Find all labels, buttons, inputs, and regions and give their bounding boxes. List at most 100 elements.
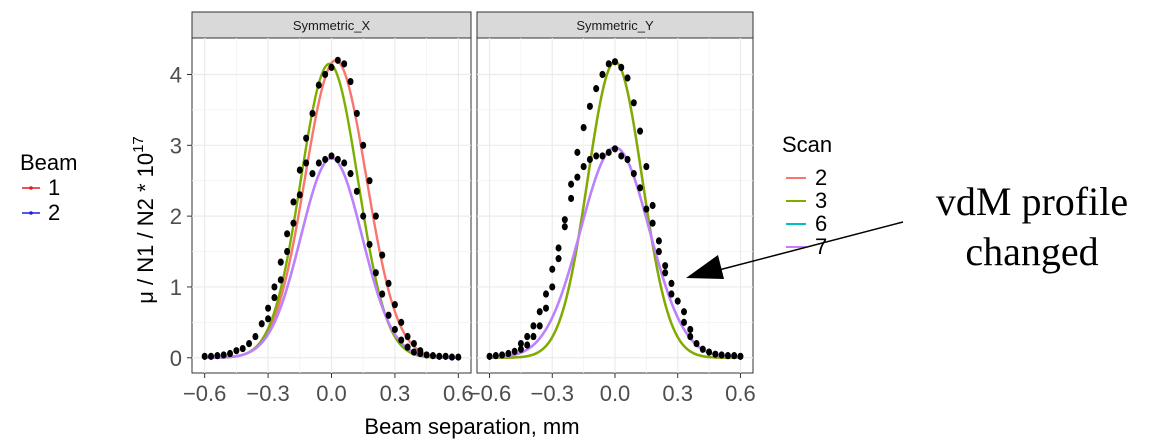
data-point bbox=[315, 159, 322, 167]
x-tick-label: −0.6 bbox=[183, 381, 226, 406]
data-point bbox=[353, 109, 360, 118]
data-point bbox=[372, 212, 379, 220]
data-point bbox=[258, 320, 265, 328]
data-point bbox=[347, 77, 354, 86]
data-point bbox=[561, 223, 568, 231]
x-tick-label: 0.3 bbox=[662, 381, 693, 406]
beam-legend: Beam 12 bbox=[20, 150, 77, 225]
data-point bbox=[561, 216, 568, 224]
data-point bbox=[630, 99, 637, 107]
data-point bbox=[687, 325, 694, 334]
data-point bbox=[208, 352, 215, 360]
data-point bbox=[649, 201, 656, 210]
x-tick-label: 0.0 bbox=[600, 381, 631, 406]
x-tick-label: 0.0 bbox=[316, 381, 347, 406]
data-point bbox=[379, 290, 386, 298]
data-point bbox=[643, 162, 650, 171]
data-point bbox=[593, 152, 600, 160]
data-point bbox=[296, 191, 303, 199]
beam-legend-key-point bbox=[29, 186, 33, 190]
data-point bbox=[429, 352, 436, 360]
data-point bbox=[290, 198, 297, 206]
y-axis-title-main: μ / N1 / N2 * 10 bbox=[133, 153, 158, 304]
panel-symmetric-x-title: Symmetric_X bbox=[293, 18, 371, 33]
data-point bbox=[712, 350, 719, 358]
data-point bbox=[360, 212, 367, 220]
data-point bbox=[277, 276, 284, 284]
data-point bbox=[699, 345, 706, 353]
data-point bbox=[618, 152, 625, 160]
data-point bbox=[385, 311, 392, 319]
data-point bbox=[391, 325, 398, 334]
data-point bbox=[309, 170, 316, 178]
data-point bbox=[605, 60, 612, 68]
data-point bbox=[334, 56, 341, 64]
annotation-line-2: changed bbox=[965, 229, 1098, 274]
data-point bbox=[404, 332, 411, 341]
data-point bbox=[624, 74, 631, 82]
data-point bbox=[662, 269, 669, 277]
data-point bbox=[398, 336, 405, 344]
data-point bbox=[328, 152, 335, 160]
data-point bbox=[341, 60, 348, 68]
data-point bbox=[322, 70, 329, 79]
data-point bbox=[379, 251, 386, 259]
annotation-arrow-line bbox=[714, 221, 904, 272]
data-point bbox=[706, 348, 713, 356]
beam-legend-title: Beam bbox=[20, 150, 77, 175]
data-point bbox=[303, 159, 310, 167]
panel-symmetric-y-strip bbox=[476, 11, 754, 39]
x-tick-label: 0.6 bbox=[725, 381, 756, 406]
data-point bbox=[524, 341, 531, 349]
data-point bbox=[724, 352, 731, 360]
data-point bbox=[328, 63, 335, 71]
data-point bbox=[530, 332, 537, 341]
data-point bbox=[687, 332, 694, 341]
data-point bbox=[662, 262, 669, 270]
data-point bbox=[618, 63, 625, 71]
data-point bbox=[423, 351, 430, 359]
data-point bbox=[630, 170, 637, 178]
data-point bbox=[360, 141, 367, 149]
data-point bbox=[290, 219, 297, 227]
data-point bbox=[239, 344, 246, 353]
data-point bbox=[586, 102, 593, 110]
data-point bbox=[731, 352, 738, 360]
data-point bbox=[568, 180, 575, 188]
x-tick-label: 0.3 bbox=[380, 381, 411, 406]
data-point bbox=[655, 237, 662, 245]
panel-symmetric-y-title: Symmetric_Y bbox=[576, 18, 654, 33]
data-point bbox=[492, 352, 499, 360]
x-tick-label: −0.3 bbox=[246, 381, 289, 406]
data-point bbox=[624, 155, 631, 164]
y-tick-label: 1 bbox=[170, 275, 182, 300]
data-point bbox=[372, 269, 379, 277]
data-point bbox=[681, 318, 687, 326]
data-point bbox=[524, 332, 531, 341]
panel-symmetric-y: Symmetric_Y bbox=[476, 11, 754, 374]
data-point bbox=[530, 322, 537, 330]
x-tick-label: 0.6 bbox=[443, 381, 474, 406]
data-point bbox=[271, 293, 278, 302]
data-point bbox=[252, 332, 259, 341]
data-point bbox=[517, 345, 524, 353]
data-point bbox=[417, 347, 424, 355]
data-point bbox=[593, 85, 600, 93]
data-point bbox=[574, 148, 581, 156]
data-point bbox=[385, 279, 392, 288]
data-point bbox=[681, 308, 687, 316]
data-point bbox=[674, 297, 681, 305]
data-point bbox=[637, 184, 644, 192]
annotation: vdM profile changed bbox=[686, 179, 1128, 279]
y-axis-title: μ / N1 / N2 * 1017 bbox=[130, 136, 158, 304]
data-point bbox=[284, 230, 291, 238]
data-point bbox=[693, 340, 700, 348]
data-point bbox=[391, 301, 398, 309]
data-point bbox=[612, 145, 618, 153]
data-point bbox=[404, 343, 411, 351]
data-point bbox=[271, 283, 278, 291]
data-point bbox=[580, 162, 587, 171]
data-point bbox=[549, 283, 556, 291]
data-point bbox=[309, 109, 316, 118]
